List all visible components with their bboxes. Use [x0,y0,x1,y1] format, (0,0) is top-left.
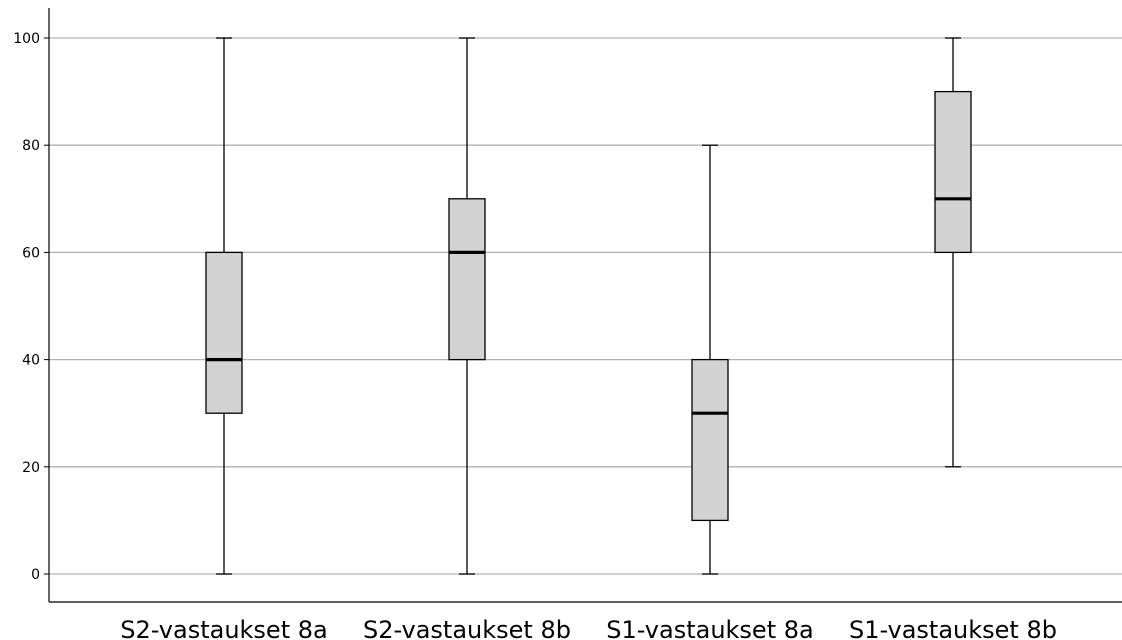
category-label: S1-vastaukset 8b [849,616,1057,640]
labels: 0 20 40 60 80 100 S2-vastaukset 8a S2-vastaukse… [13,31,1057,640]
category-label: S1-vastaukset 8a [606,616,813,640]
iqr-box [448,198,486,361]
box-1 [205,37,243,575]
category-label: S2-vastaukset 8a [120,616,327,640]
iqr-box [691,358,729,522]
boxes [205,37,972,575]
y-tick-label: 60 [22,245,40,261]
iqr-box [934,90,972,254]
axes [44,8,1122,603]
y-tick-label: 40 [22,353,40,369]
iqr-box [205,251,243,414]
y-tick-label: 20 [22,460,40,476]
y-tick-label: 80 [22,138,40,154]
y-tick-label: 100 [13,31,40,47]
box-4 [934,37,972,468]
box-2 [448,37,486,575]
category-label: S2-vastaukset 8b [363,616,571,640]
box-3 [691,144,729,575]
y-tick-label: 0 [31,567,40,583]
